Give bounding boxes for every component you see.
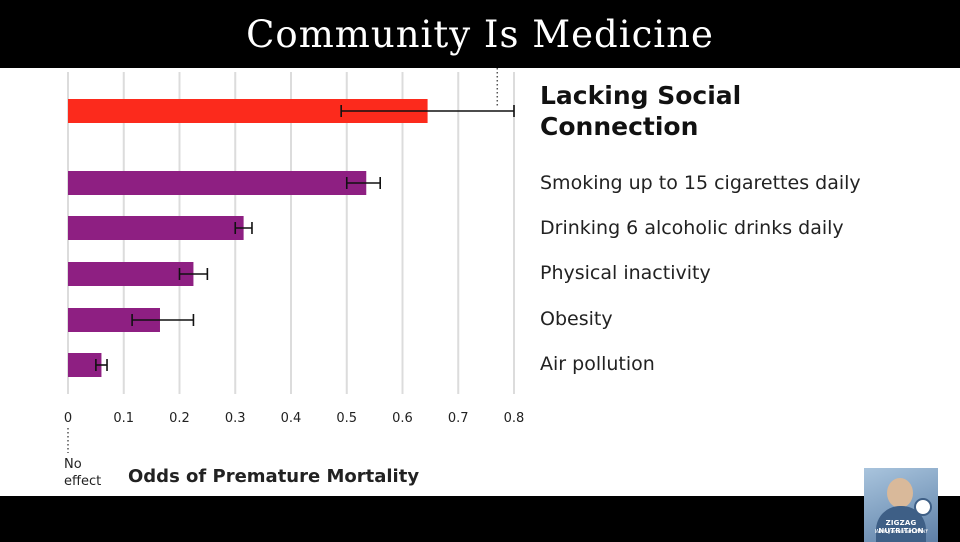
chart-plot: 0 0.1 0.2 0.3 0.4 0.5 0.6 0.7 0.8 — [64, 68, 525, 453]
bar-3 — [68, 262, 194, 286]
bar-1 — [68, 171, 367, 195]
category-label-drinking: Drinking 6 alcoholic drinks daily — [540, 217, 844, 239]
x-tick-label-8: 0.8 — [504, 411, 525, 426]
x-tick-label-6: 0.6 — [392, 411, 413, 426]
logo-portrait-head — [887, 478, 913, 508]
x-tick-label-3: 0.3 — [225, 411, 246, 426]
slide-title-bar: Community Is Medicine — [0, 0, 960, 68]
x-tick-label-2: 0.2 — [169, 411, 190, 426]
logo-name: ZIGZAG NUTRITION — [878, 519, 924, 535]
x-tick-label-1: 0.1 — [113, 411, 134, 426]
category-label-lacking-social-connection: Lacking Social Connection — [540, 81, 742, 141]
x-tick-label-4: 0.4 — [281, 411, 302, 426]
category-label-obesity: Obesity — [540, 308, 613, 330]
zero-label: No effect — [64, 457, 102, 489]
x-tick-label-7: 0.7 — [448, 411, 469, 426]
slide-title: Community Is Medicine — [246, 12, 714, 56]
category-label-smoking: Smoking up to 15 cigarettes daily — [540, 172, 861, 194]
x-tick-label-5: 0.5 — [336, 411, 357, 426]
logo-badge-icon — [914, 498, 932, 516]
x-tick-label-0: 0 — [64, 411, 72, 426]
x-axis-label: Odds of Premature Mortality — [128, 466, 420, 487]
logo-subtitle: With Jonathan Wolf — [874, 529, 928, 535]
zigzag-nutrition-logo: ZIGZAG NUTRITION With Jonathan Wolf — [864, 468, 938, 542]
chart-panel: 0 0.1 0.2 0.3 0.4 0.5 0.6 0.7 0.8 Lacking Social… — [0, 68, 960, 542]
category-label-physical-inactivity: Physical inactivity — [540, 262, 711, 284]
bar-2 — [68, 216, 244, 240]
category-label-air-pollution: Air pollution — [540, 353, 655, 375]
